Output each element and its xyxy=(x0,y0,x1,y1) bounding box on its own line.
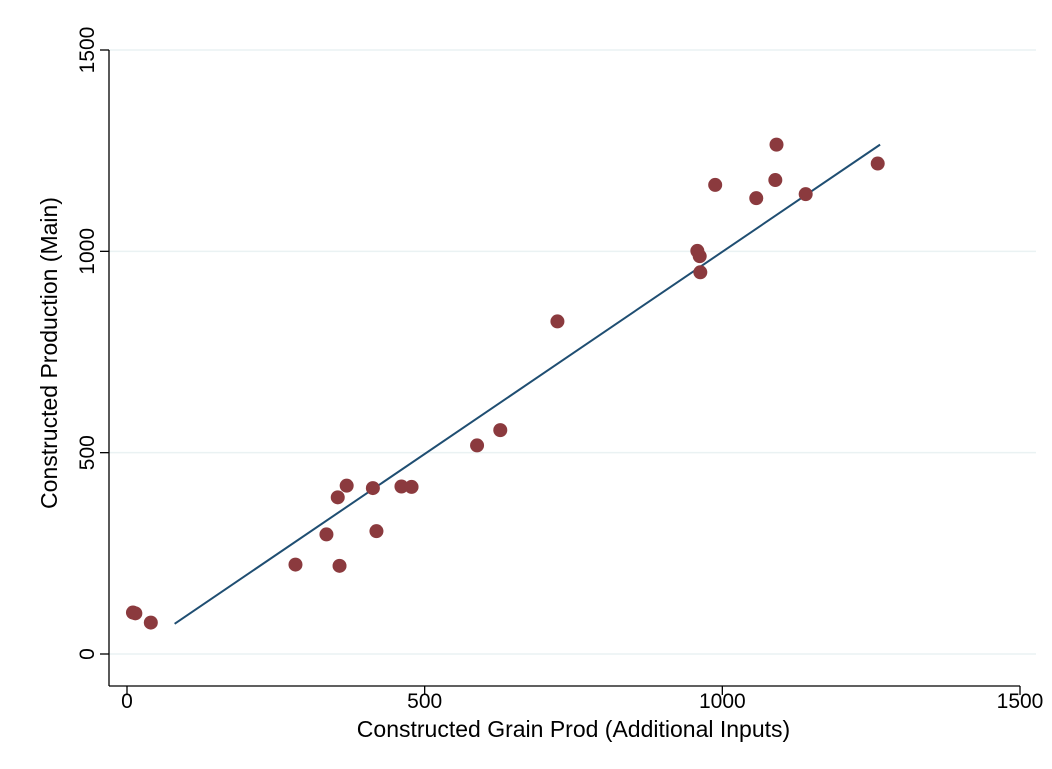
scatter-point xyxy=(493,423,508,438)
y-tick-label: 1000 xyxy=(76,228,99,275)
scatter-point xyxy=(332,558,347,573)
scatter-point xyxy=(319,527,334,542)
y-tick-label: 500 xyxy=(76,435,99,470)
scatter-point xyxy=(769,137,784,152)
scatter-point xyxy=(768,173,783,188)
grid-lines xyxy=(109,49,1036,655)
x-tick-label: 500 xyxy=(407,690,442,713)
y-axis-title: Constructed Production (Main) xyxy=(36,197,62,509)
scatter-point xyxy=(708,177,723,192)
x-tick-label: 0 xyxy=(121,690,133,713)
scatter-point xyxy=(288,557,303,572)
axis-ticks: 0 500 1000 1500 0 500 1000 1500 xyxy=(76,27,1043,713)
scatter-point xyxy=(339,478,354,493)
scatter-point xyxy=(692,249,707,264)
scatter-point xyxy=(404,479,419,494)
scatter-point xyxy=(870,156,885,171)
scatter-point xyxy=(128,606,143,621)
x-tick-label: 1500 xyxy=(997,690,1044,713)
axes xyxy=(108,50,1020,687)
x-tick-label: 1000 xyxy=(699,690,746,713)
scatter-point xyxy=(330,490,345,505)
scatter-point xyxy=(470,438,485,453)
y-tick-label: 0 xyxy=(76,648,99,660)
x-axis-title: Constructed Grain Prod (Additional Input… xyxy=(357,716,790,742)
fitted-line xyxy=(174,143,881,625)
fit-line-group xyxy=(174,143,881,625)
scatter-point xyxy=(369,524,384,539)
scatter-points xyxy=(125,137,885,630)
scatter-point xyxy=(365,481,380,496)
y-tick-label: 1500 xyxy=(76,27,99,74)
scatter-point xyxy=(143,615,158,630)
scatter-point xyxy=(550,314,565,329)
scatter-point xyxy=(394,479,409,494)
scatter-point xyxy=(798,187,813,202)
scatter-point xyxy=(693,265,708,280)
scatter-point xyxy=(749,191,764,206)
